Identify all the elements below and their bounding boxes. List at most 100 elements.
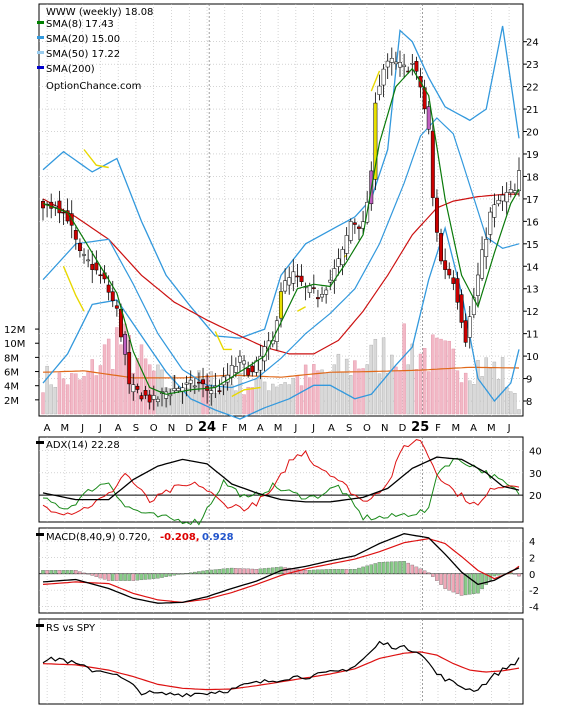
macd-histogram-bar	[431, 573, 435, 577]
highlight-segment	[231, 386, 261, 398]
candle-body	[385, 60, 390, 68]
volume-bar	[472, 384, 476, 415]
macd-histogram-bar	[254, 569, 259, 574]
y-tick-label: 18	[526, 172, 539, 183]
y-tick-label: 20	[526, 128, 539, 139]
macd-histogram-bar	[209, 569, 213, 574]
adx-y-tick-label: 30	[529, 469, 542, 480]
volume-bar	[513, 393, 517, 415]
candle-body	[315, 297, 320, 300]
volume-bar	[254, 378, 259, 415]
volume-bar	[480, 376, 484, 415]
macd-histogram-bar	[111, 573, 115, 581]
macd-histogram-bar	[65, 570, 70, 574]
x-tick-label: A	[115, 423, 122, 434]
macd-histogram-bar	[176, 573, 181, 575]
candle-body	[336, 258, 341, 267]
macd-histogram-bar	[180, 573, 185, 575]
macd-histogram-bar	[246, 568, 250, 574]
macd-histogram-bar	[443, 573, 447, 589]
candle-body	[94, 262, 99, 271]
volume-bar	[308, 377, 312, 415]
volume-y-tick-label: 12M	[4, 325, 25, 336]
candle-body	[455, 278, 460, 303]
macd-histogram-bar	[147, 573, 152, 580]
candle-body	[151, 395, 156, 400]
candle-body	[73, 230, 78, 240]
macd-histogram-bar	[468, 573, 472, 595]
macd-histogram-bar	[139, 573, 144, 581]
candle-body	[291, 271, 296, 284]
macd-histogram-bar	[480, 573, 484, 590]
y-tick-label: 9	[526, 375, 532, 386]
candle-body	[512, 190, 517, 193]
macd-histogram-bar	[115, 573, 119, 581]
macd-histogram-bar	[463, 573, 468, 596]
macd-histogram-bar	[238, 568, 242, 574]
x-tick-label: J	[80, 423, 84, 434]
candle-body	[233, 366, 238, 373]
macd-histogram-bar	[127, 573, 131, 581]
candle-body	[320, 293, 324, 298]
macd-histogram-bar	[106, 573, 111, 581]
macd-histogram-bar	[377, 562, 382, 574]
volume-bar	[312, 364, 316, 415]
macd-histogram-bar	[369, 564, 374, 574]
macd-y-tick-label: 2	[529, 553, 535, 564]
macd-histogram-bar	[303, 570, 308, 574]
x-tick-label: S	[346, 423, 352, 434]
macd-histogram-bar	[217, 569, 222, 574]
macd-histogram-bar	[135, 573, 140, 581]
y-tick-label: 14	[526, 262, 539, 273]
volume-y-tick-label: 8M	[4, 353, 19, 364]
candle-body	[135, 385, 140, 390]
volume-bar	[398, 371, 402, 415]
macd-histogram-bar	[250, 568, 255, 574]
candle-body	[504, 192, 509, 203]
volume-bar	[234, 390, 238, 415]
macd-histogram-bar	[172, 573, 177, 576]
macd-y-tick-label: 0	[529, 570, 535, 581]
highlight-segment	[297, 306, 306, 312]
candle-body	[434, 197, 439, 233]
macd-histogram-bar	[422, 570, 427, 574]
macd-histogram-bar	[61, 570, 66, 574]
macd-histogram-bar	[394, 561, 398, 574]
macd-signal-line	[42, 537, 520, 604]
macd-histogram-bar	[230, 567, 234, 574]
x-tick-label: N	[381, 423, 388, 434]
x-tick-label: A	[257, 423, 264, 434]
volume-bar	[455, 370, 460, 415]
volume-bar	[61, 378, 66, 415]
rs-average-line	[42, 651, 520, 691]
volume-bar	[427, 371, 431, 415]
volume-bar	[320, 369, 324, 415]
candle-body	[114, 305, 119, 309]
macd-histogram-bar	[53, 570, 58, 574]
candle-body	[110, 291, 115, 302]
volume-bar	[435, 337, 439, 415]
adx-line	[42, 456, 520, 503]
candle-body	[476, 274, 480, 296]
macd-histogram-bar	[102, 573, 107, 580]
candle-body	[90, 263, 95, 270]
volume-bar	[78, 379, 82, 415]
volume-bar	[369, 344, 373, 415]
candle-body	[188, 379, 193, 384]
candle-body	[352, 222, 357, 225]
x-tick-label: J	[293, 423, 297, 434]
macd-label: MACD(8,40,9) 0.720,	[46, 532, 151, 543]
volume-bar	[139, 344, 144, 415]
sma20-line	[42, 117, 520, 389]
plus-di-line	[42, 457, 520, 526]
volume-bar	[53, 386, 58, 415]
macd-histogram-bar	[168, 573, 172, 577]
volume-bar	[422, 348, 427, 415]
volume-bar	[328, 372, 332, 415]
macd-histogram-bar	[484, 573, 488, 585]
macd-histogram-bar	[385, 561, 390, 574]
volume-bar	[344, 358, 349, 415]
candle-body	[246, 368, 251, 376]
volume-bar	[316, 370, 320, 415]
macd-histogram-bar	[455, 573, 460, 594]
